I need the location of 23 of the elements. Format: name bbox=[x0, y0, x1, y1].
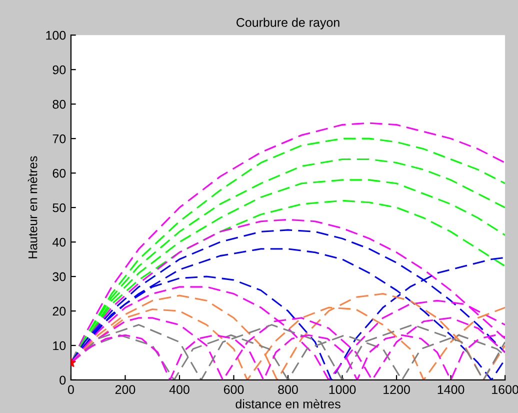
x-tick-label: 1400 bbox=[438, 385, 464, 394]
y-tick-label: 20 bbox=[52, 306, 66, 316]
x-tick-label: 200 bbox=[115, 385, 136, 394]
x-tick-label: 1000 bbox=[329, 385, 356, 394]
x-tick-label: 1200 bbox=[384, 385, 410, 394]
y-tick-label: 50 bbox=[52, 203, 66, 212]
y-tick-label: 80 bbox=[52, 100, 66, 109]
x-tick-label: 800 bbox=[278, 385, 298, 394]
y-tick-label: 30 bbox=[52, 272, 66, 282]
y-tick-label: 70 bbox=[52, 134, 66, 144]
x-tick-label: 0 bbox=[68, 385, 74, 394]
y-tick-label: 60 bbox=[52, 168, 66, 178]
y-tick-label: 100 bbox=[46, 30, 66, 40]
y-tick-label: 40 bbox=[52, 238, 66, 247]
x-tick-label: 400 bbox=[169, 385, 190, 394]
y-tick-label: 90 bbox=[52, 65, 66, 74]
x-tick-label: 1600 bbox=[492, 385, 518, 394]
x-tick-label: 600 bbox=[224, 385, 244, 394]
x-axis-title: distance en mètres bbox=[236, 399, 340, 408]
y-axis-title: Hauteur en mètres bbox=[28, 156, 38, 258]
y-tick-label: 10 bbox=[53, 341, 66, 350]
y-tick-label: 0 bbox=[60, 376, 66, 385]
chart-title: Courbure de rayon bbox=[236, 18, 340, 30]
